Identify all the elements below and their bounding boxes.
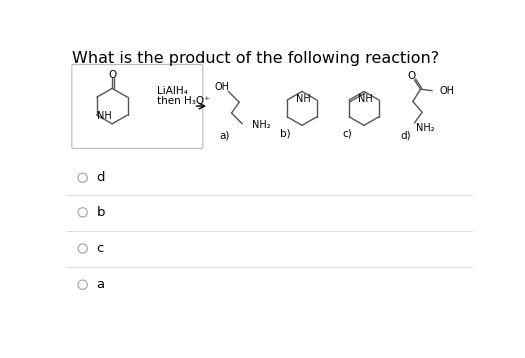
Text: a): a) [219,130,230,140]
Text: d: d [97,171,105,184]
Text: NH: NH [358,94,373,104]
FancyBboxPatch shape [72,64,203,149]
Text: NH: NH [296,94,310,104]
Text: b: b [97,206,105,219]
Text: What is the product of the following reaction?: What is the product of the following rea… [72,51,439,66]
Text: then H₃O⁺: then H₃O⁺ [157,96,209,106]
Text: OH: OH [439,86,454,96]
Text: NH₂: NH₂ [416,124,435,134]
Text: c: c [97,242,104,255]
Text: NH₂: NH₂ [251,120,270,130]
Text: OH: OH [215,82,229,92]
Text: d): d) [401,130,411,140]
Text: O: O [108,69,116,79]
Text: b): b) [280,128,291,138]
Text: c): c) [342,128,352,138]
Text: LiAlH₄: LiAlH₄ [157,86,188,96]
Text: O: O [407,71,415,81]
Text: a: a [97,278,105,291]
Text: NH: NH [97,111,112,121]
